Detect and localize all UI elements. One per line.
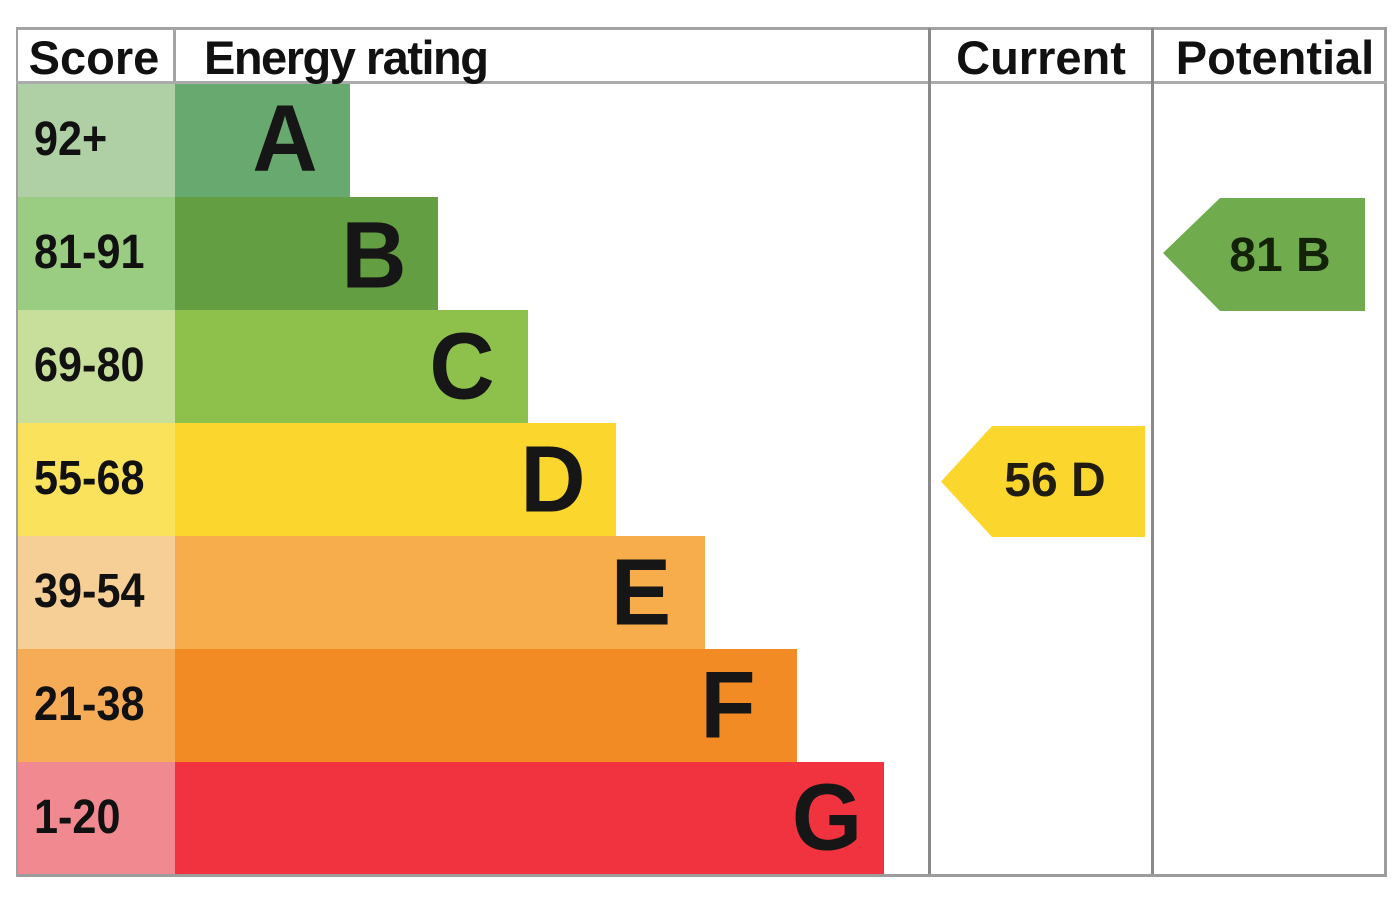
svg-text:56 D: 56 D bbox=[1004, 454, 1105, 507]
svg-text:81 B: 81 B bbox=[1229, 229, 1330, 282]
